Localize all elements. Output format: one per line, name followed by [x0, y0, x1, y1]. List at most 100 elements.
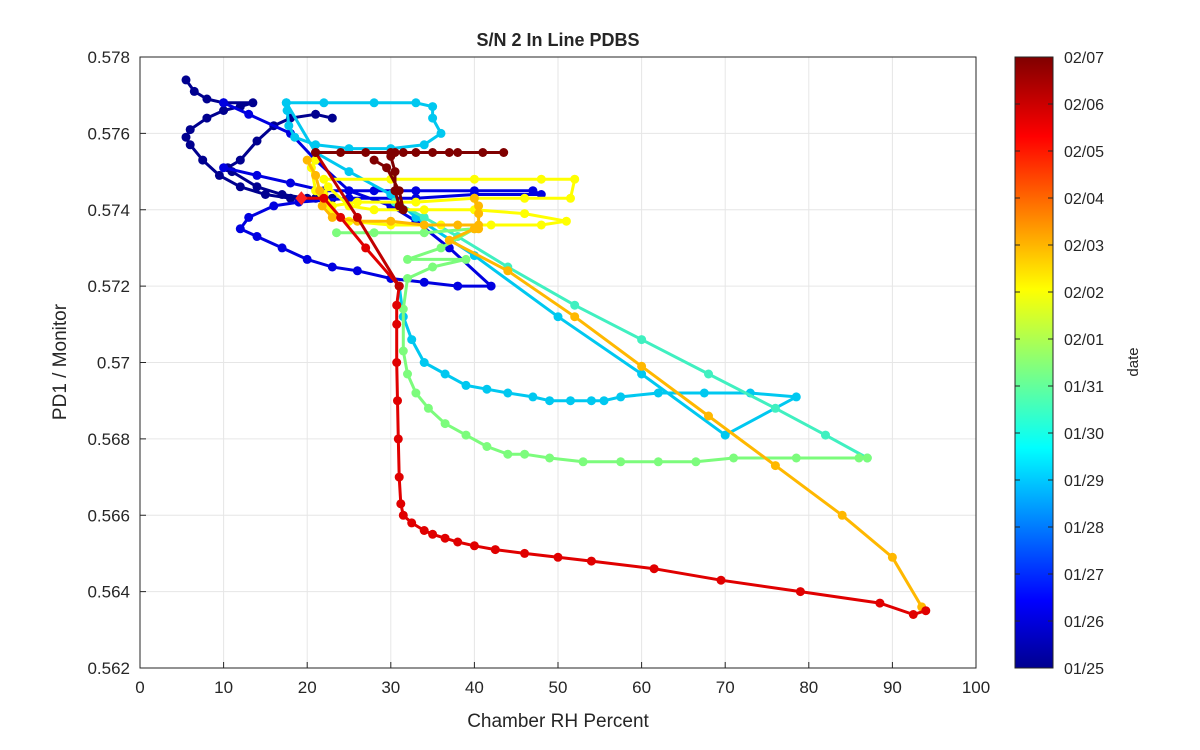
data-point [520, 548, 530, 558]
data-point [202, 94, 212, 104]
data-point [875, 598, 885, 608]
data-point [545, 396, 555, 406]
data-point [398, 148, 408, 157]
colorbar-tick-label: 01/29 [1064, 473, 1104, 490]
data-point [599, 396, 609, 406]
data-point [284, 121, 294, 131]
data-point [586, 556, 596, 566]
data-point [586, 396, 596, 406]
data-point [419, 526, 429, 535]
data-point [720, 430, 730, 440]
series-line-4 [335, 227, 869, 464]
data-point [189, 86, 199, 96]
data-point [411, 186, 421, 196]
data-point [352, 212, 362, 222]
data-point [616, 457, 626, 467]
y-tick-label: 0.574 [87, 201, 130, 220]
data-point [461, 430, 471, 440]
data-point [319, 193, 329, 203]
colorbar-tick-label: 01/30 [1064, 426, 1104, 443]
data-point [503, 388, 513, 398]
data-point [302, 254, 312, 264]
data-point [260, 190, 270, 199]
data-point [440, 419, 450, 429]
data-point [344, 167, 354, 177]
x-tick-label: 20 [298, 678, 317, 697]
data-point [704, 411, 713, 421]
data-point [352, 266, 362, 276]
data-point [332, 228, 341, 238]
data-point [392, 358, 402, 367]
data-point [369, 98, 379, 108]
data-point [419, 358, 429, 367]
data-point [398, 510, 408, 520]
data-point [403, 254, 412, 264]
data-point [423, 403, 433, 413]
data-point [214, 170, 224, 180]
data-point [428, 262, 438, 272]
data-point [185, 125, 195, 135]
data-point [394, 472, 404, 482]
data-point [503, 449, 513, 459]
data-point [407, 518, 417, 528]
data-point [908, 610, 918, 619]
data-point [419, 212, 429, 222]
data-point [394, 281, 404, 291]
data-point [791, 392, 801, 402]
data-point [185, 140, 195, 150]
data-point [821, 430, 830, 440]
data-point [536, 190, 546, 199]
y-tick-label: 0.572 [87, 277, 130, 296]
x-tick-label: 30 [381, 678, 400, 697]
data-point [453, 220, 463, 230]
data-point [637, 361, 647, 371]
data-point [653, 388, 663, 398]
data-point [319, 98, 329, 108]
data-point [393, 434, 403, 444]
data-point [469, 174, 479, 184]
data-point [396, 499, 406, 509]
data-point [398, 304, 408, 314]
data-point [315, 186, 325, 196]
colorbar-tick-label: 01/31 [1064, 379, 1104, 396]
data-point [453, 537, 463, 547]
data-point [561, 216, 571, 226]
data-point [311, 148, 321, 157]
data-point [419, 277, 429, 287]
y-tick-label: 0.562 [87, 659, 130, 678]
data-point [486, 281, 496, 291]
data-point [520, 193, 530, 203]
data-point [653, 457, 663, 467]
data-point [791, 453, 801, 463]
data-point [336, 148, 346, 157]
colorbar-ticks: 01/25 01/26 01/27 01/28 01/29 01/30 01/31 02/01… [1015, 50, 1104, 678]
data-point [490, 545, 500, 555]
data-point [520, 449, 530, 459]
data-point [327, 113, 337, 123]
y-tick-label: 0.578 [87, 48, 130, 67]
colorbar-frame [1014, 56, 1054, 669]
data-point [219, 163, 229, 173]
data-point [352, 197, 362, 207]
data-point [411, 148, 421, 157]
data-point [536, 174, 546, 184]
data-point [369, 228, 379, 238]
data-point [336, 212, 346, 222]
x-tick-label: 70 [716, 678, 735, 697]
data-point [528, 392, 538, 402]
data-point [436, 243, 446, 253]
colorbar-tick-label: 02/03 [1064, 238, 1104, 255]
x-tick-label: 60 [632, 678, 651, 697]
data-point [428, 102, 438, 112]
data-point [478, 148, 488, 157]
colorbar-tick-label: 02/07 [1064, 50, 1104, 67]
y-tick-label: 0.576 [87, 124, 130, 143]
x-tick-label: 40 [465, 678, 484, 697]
data-point [392, 319, 402, 329]
data-point [219, 106, 229, 115]
data-point [553, 312, 563, 322]
data-point [281, 98, 291, 108]
colorbar-label: date [1125, 347, 1142, 376]
x-tick-label: 10 [214, 678, 233, 697]
data-point [862, 453, 872, 463]
